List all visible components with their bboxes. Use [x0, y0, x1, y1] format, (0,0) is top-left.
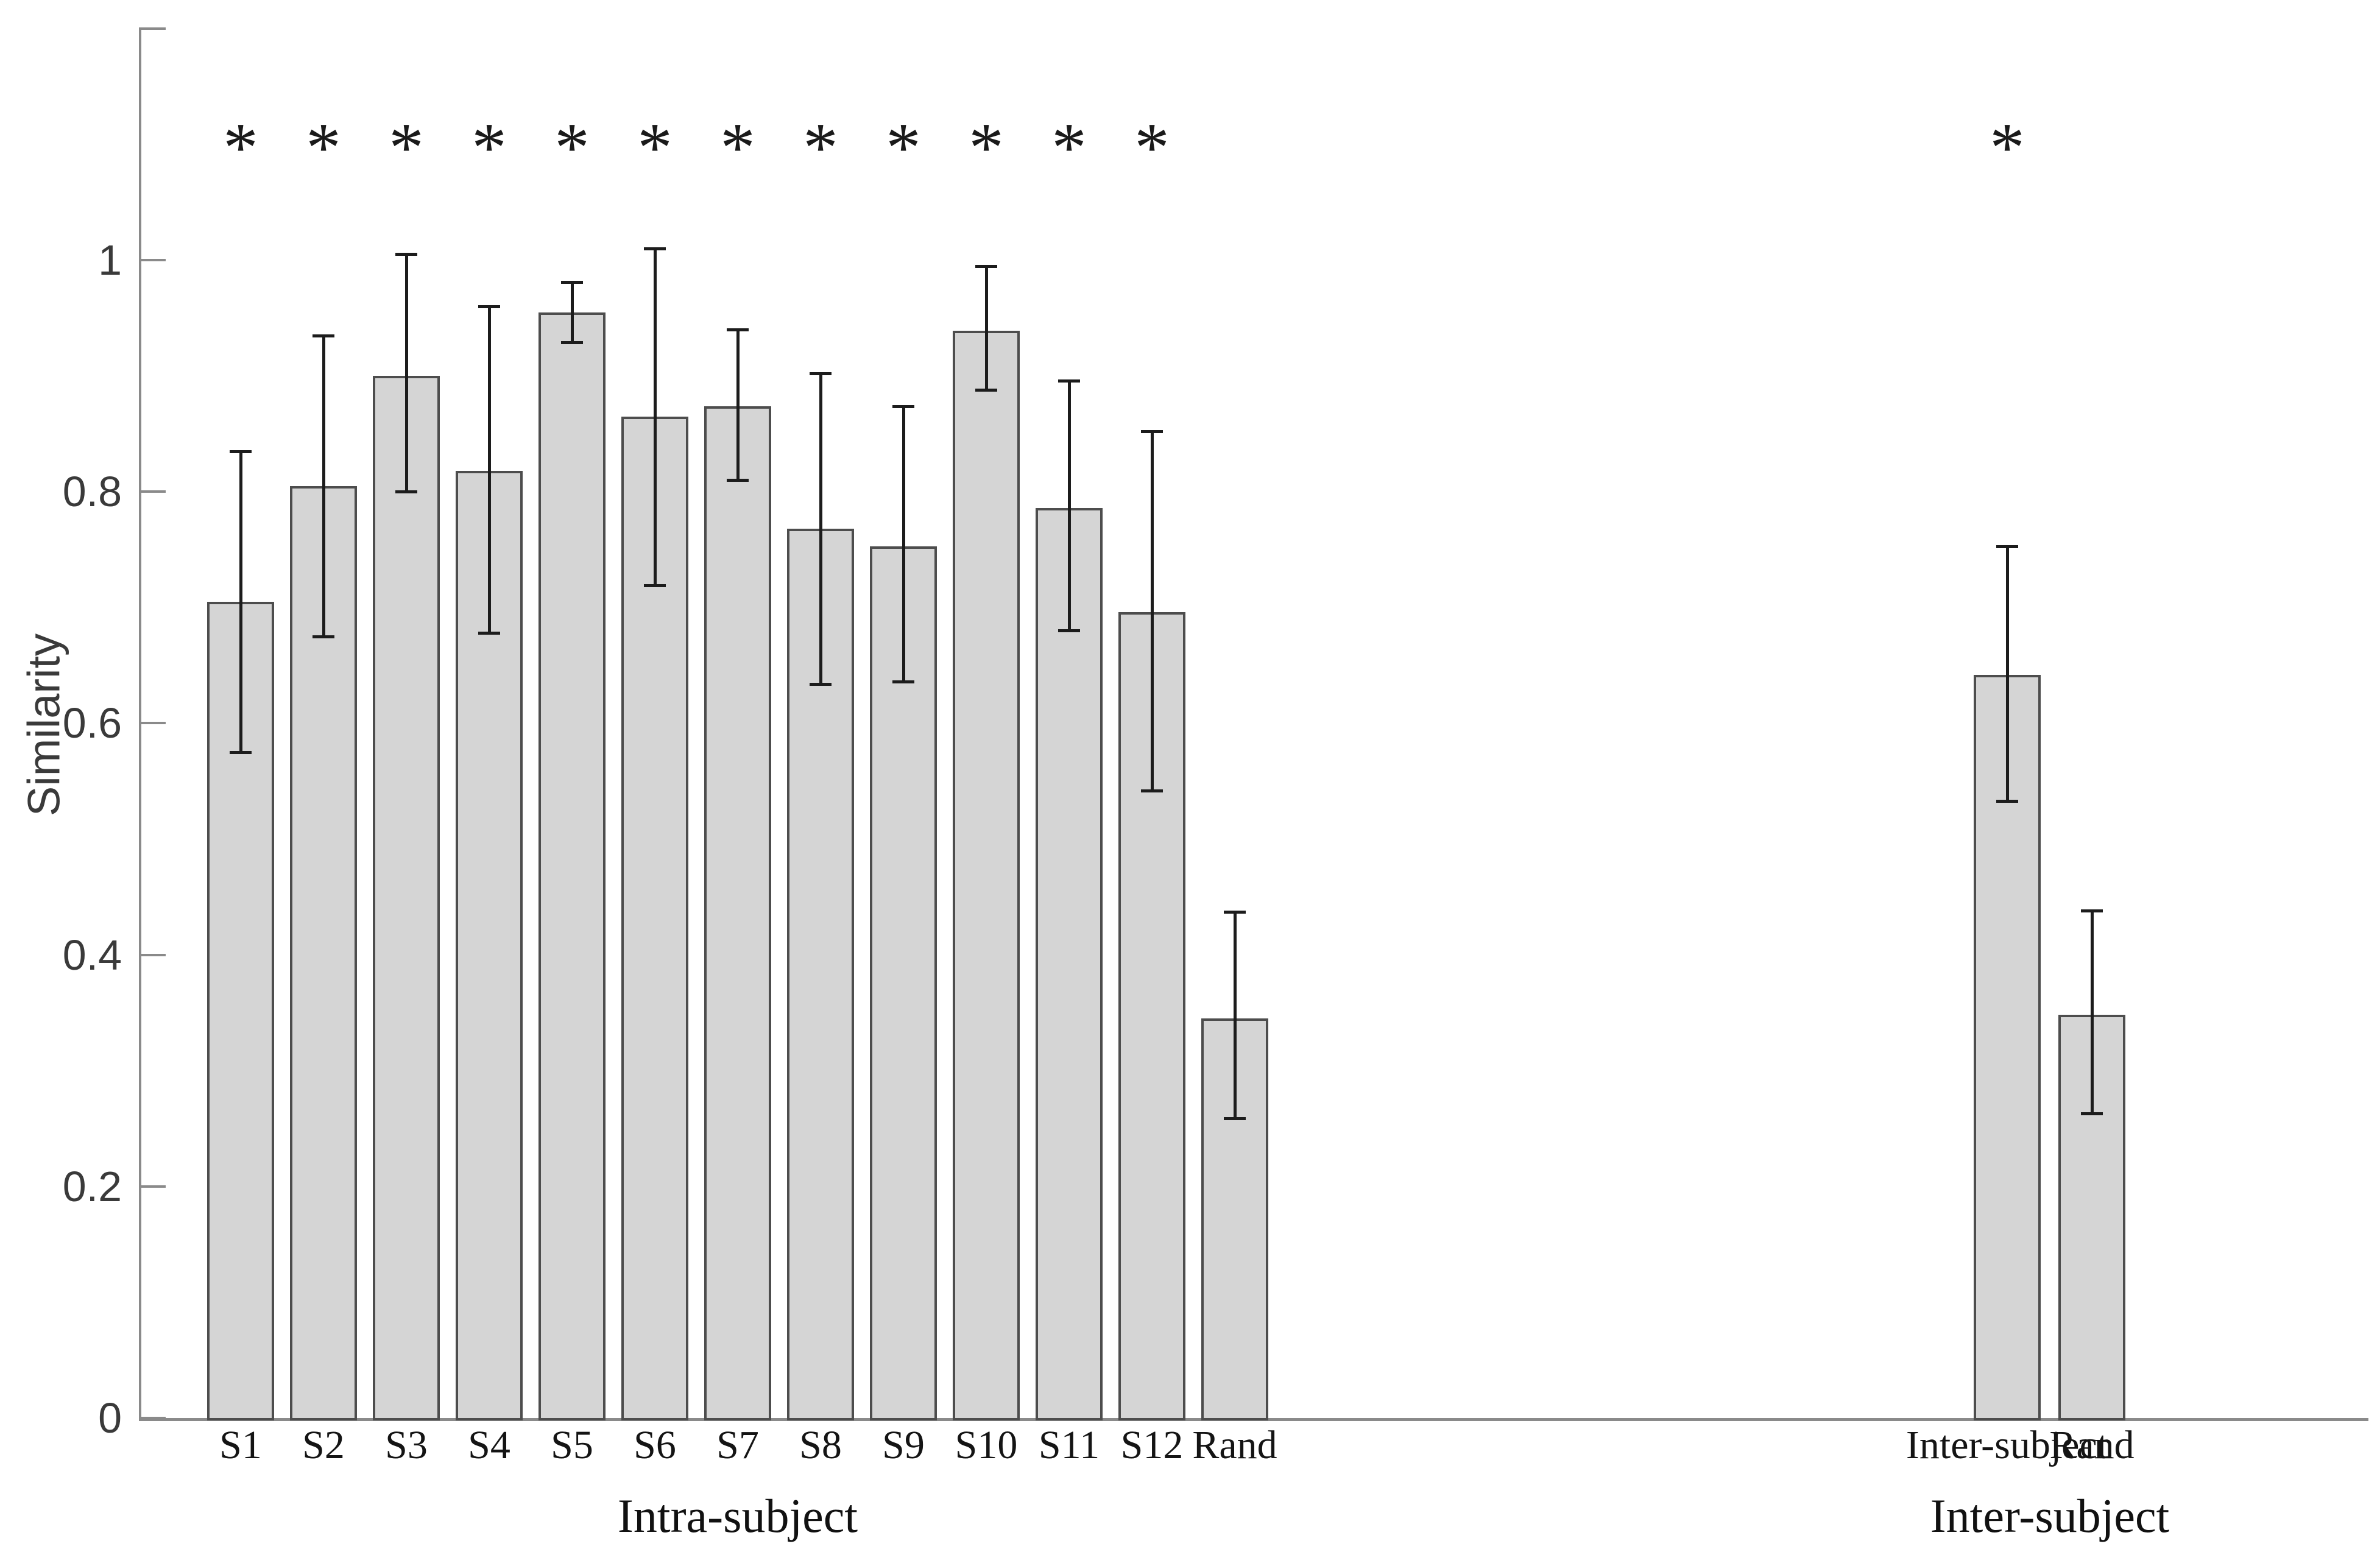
error-bar-stem — [1151, 431, 1154, 791]
error-bar-cap-bottom — [1996, 799, 2018, 803]
y-tick-label: 0.8 — [62, 468, 122, 516]
error-bar-cap-bottom — [478, 632, 500, 635]
error-bar-stem — [1068, 380, 1071, 631]
error-bar-cap-bottom — [892, 680, 914, 683]
error-bar-cap-bottom — [975, 388, 997, 392]
error-bar-cap-bottom — [561, 340, 583, 344]
error-bar-stem — [902, 406, 905, 682]
y-tick — [139, 1417, 166, 1419]
significance-asterisk: * — [720, 109, 755, 186]
x-tick-label-s12: S12 — [1120, 1423, 1184, 1467]
x-tick-label-s11: S11 — [1038, 1423, 1100, 1467]
bar-s7 — [704, 406, 771, 1420]
error-bar-cap-bottom — [395, 490, 417, 494]
x-tick-label-s8: S8 — [799, 1423, 842, 1467]
error-bar-cap-top — [1996, 545, 2018, 548]
error-bar-cap-top — [1224, 911, 1246, 914]
significance-asterisk: * — [223, 109, 258, 186]
y-tick-label: 0 — [98, 1394, 122, 1442]
error-bar-stem — [819, 373, 822, 684]
error-bar-stem — [985, 266, 988, 390]
error-bar-cap-top — [1058, 379, 1080, 383]
bar-s8 — [787, 529, 854, 1420]
error-bar-cap-top — [892, 404, 914, 408]
y-tick — [139, 1185, 166, 1188]
x-tick-label-s7: S7 — [716, 1423, 759, 1467]
error-bar-stem — [571, 282, 574, 342]
error-bar-stem — [736, 330, 740, 481]
x-tick-label-s1: S1 — [219, 1423, 262, 1467]
bar-s2 — [290, 485, 357, 1420]
y-tick-label: 0.6 — [62, 699, 122, 747]
bar-s12 — [1118, 612, 1185, 1420]
error-bar-stem — [405, 254, 408, 492]
bar-s10 — [953, 330, 1020, 1420]
error-bar-cap-top — [2081, 909, 2103, 913]
y-tick-label: 1 — [98, 236, 122, 284]
error-bar-cap-top — [1141, 430, 1163, 434]
x-tick-label-s6: S6 — [634, 1423, 676, 1467]
x-tick-label-rand: Rand — [1192, 1423, 1277, 1467]
significance-asterisk: * — [306, 109, 341, 186]
x-tick-label-s3: S3 — [385, 1423, 428, 1467]
x-tick-label-inter-rand: Rand — [2049, 1423, 2135, 1467]
error-bar-cap-top — [975, 264, 997, 268]
significance-asterisk: * — [886, 109, 921, 186]
x-tick-label-s2: S2 — [302, 1423, 345, 1467]
bar-s3 — [373, 376, 440, 1420]
significance-asterisk: * — [389, 109, 424, 186]
y-tick-label: 0.4 — [62, 931, 122, 979]
significance-asterisk: * — [554, 109, 590, 186]
error-bar-cap-top — [313, 334, 334, 337]
error-bar-cap-top — [644, 247, 666, 250]
error-bar-cap-top — [561, 281, 583, 284]
error-bar-stem — [1234, 912, 1237, 1118]
group-label-intra-subject: Intra-subject — [617, 1489, 858, 1542]
significance-asterisk: * — [1990, 109, 2025, 186]
y-tick — [139, 490, 166, 493]
bar-s9 — [870, 546, 937, 1420]
group-label-inter-subject: Inter-subject — [1930, 1489, 2170, 1542]
error-bar-cap-bottom — [230, 750, 252, 754]
x-tick-label-s10: S10 — [955, 1423, 1018, 1467]
x-tick-label-inter-inter-subject: Inter-subject — [1905, 1423, 2109, 1467]
y-tick-label: 0.2 — [62, 1162, 122, 1210]
error-bar-stem — [654, 248, 657, 586]
error-bar-stem — [2091, 911, 2094, 1114]
error-bar-cap-top — [230, 450, 252, 453]
error-bar-stem — [2006, 546, 2009, 801]
error-bar-cap-bottom — [2081, 1112, 2103, 1116]
y-tick — [139, 259, 166, 261]
error-bar-cap-bottom — [1141, 789, 1163, 792]
error-bar-stem — [239, 451, 242, 752]
error-bar-cap-top — [727, 328, 749, 332]
error-bar-cap-bottom — [313, 635, 334, 638]
significance-asterisk: * — [1134, 109, 1170, 186]
significance-asterisk: * — [471, 109, 507, 186]
significance-asterisk: * — [969, 109, 1004, 186]
y-tick — [139, 953, 166, 956]
error-bar-cap-top — [395, 253, 417, 256]
error-bar-stem — [322, 335, 325, 637]
significance-asterisk: * — [1051, 109, 1087, 186]
y-tick — [139, 722, 166, 725]
significance-asterisk: * — [803, 109, 838, 186]
error-bar-cap-bottom — [1224, 1116, 1246, 1120]
x-tick-label-s5: S5 — [551, 1423, 593, 1467]
significance-asterisk: * — [637, 109, 673, 186]
x-tick-label-s9: S9 — [882, 1423, 925, 1467]
bar-s11 — [1036, 507, 1103, 1420]
error-bar-stem — [488, 306, 491, 633]
error-bar-cap-bottom — [1058, 629, 1080, 633]
error-bar-cap-top — [810, 372, 832, 376]
bar-s5 — [539, 312, 606, 1420]
y-tick-top — [139, 27, 166, 30]
error-bar-cap-top — [478, 305, 500, 309]
error-bar-cap-bottom — [810, 682, 832, 686]
error-bar-cap-bottom — [727, 479, 749, 482]
x-tick-label-s4: S4 — [468, 1423, 510, 1467]
error-bar-cap-bottom — [644, 584, 666, 588]
